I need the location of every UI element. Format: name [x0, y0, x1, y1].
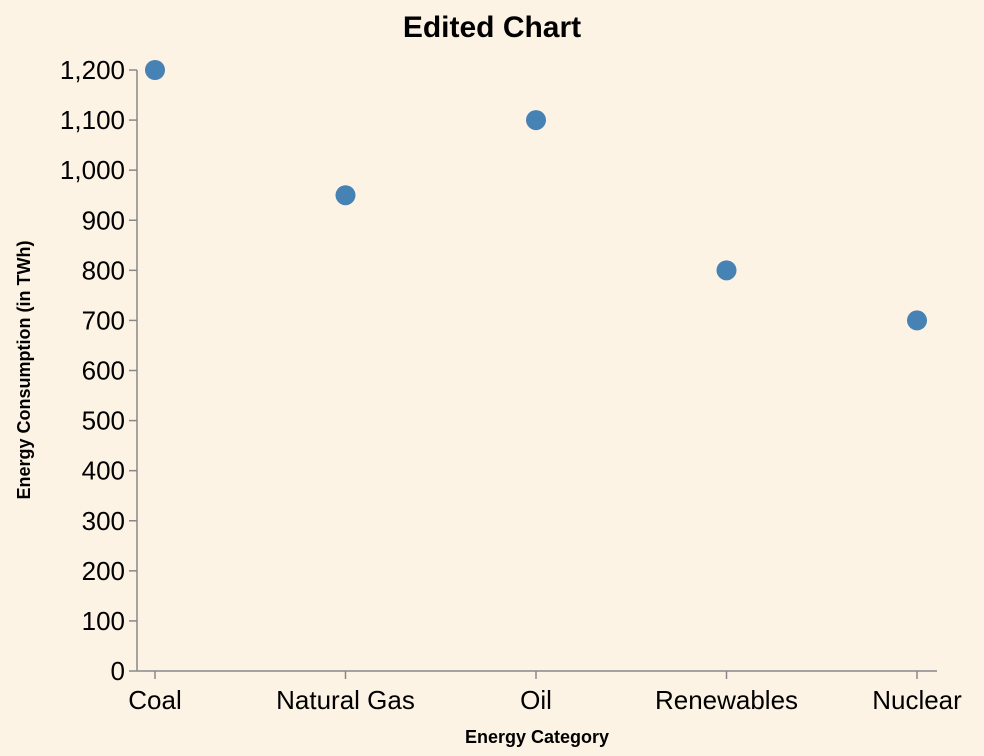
- chart-title: Edited Chart: [403, 11, 581, 44]
- data-point: [526, 110, 546, 131]
- y-tick-label: 300: [82, 506, 125, 536]
- x-tick-label: Oil: [520, 685, 552, 715]
- x-axis: Coal Natural Gas Oil Renewables Nuclear: [128, 670, 962, 715]
- x-axis-title: Energy Category: [465, 727, 609, 747]
- x-tick-label: Natural Gas: [276, 685, 415, 715]
- y-tick-label: 700: [82, 305, 125, 335]
- x-tick-label: Renewables: [655, 685, 798, 715]
- data-point: [145, 60, 165, 80]
- y-axis-title: Energy Consumption (in TWh): [14, 241, 34, 500]
- y-tick-label: 200: [82, 556, 125, 586]
- data-point: [335, 185, 356, 206]
- y-tick-label: 600: [82, 356, 125, 386]
- y-tick-label: 1,100: [60, 105, 125, 135]
- data-points: [145, 60, 927, 331]
- y-tick-label: 1,000: [60, 155, 125, 185]
- x-tick-label: Coal: [128, 685, 181, 715]
- x-tick-label: Nuclear: [872, 685, 962, 715]
- data-point: [907, 310, 927, 331]
- y-tick-label: 500: [82, 406, 125, 436]
- y-axis: 0 100 200 300 400 500 600 700 800 900 1,000 1,100 1,…: [60, 55, 138, 686]
- y-tick-label: 400: [82, 456, 125, 486]
- data-point: [716, 260, 737, 281]
- y-tick-label: 0: [111, 656, 125, 686]
- y-tick-label: 100: [82, 606, 125, 636]
- y-tick-label: 800: [82, 255, 125, 285]
- y-tick-label: 900: [82, 205, 125, 235]
- y-tick-label: 1,200: [60, 55, 125, 85]
